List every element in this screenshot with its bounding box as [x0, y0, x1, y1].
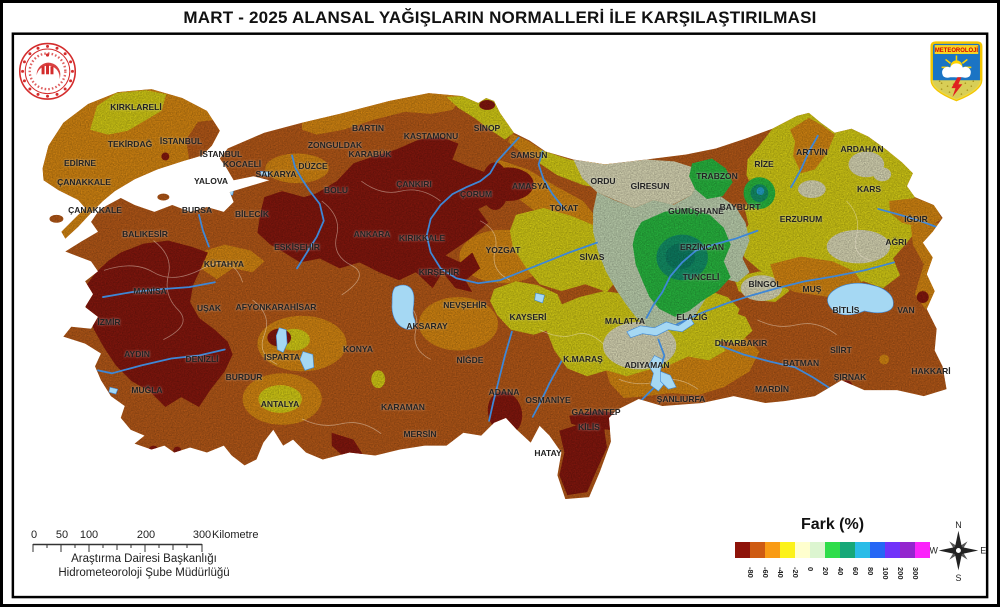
- legend-swatch: [735, 542, 750, 558]
- cloud-icon: [942, 63, 971, 78]
- legend-swatch: [750, 542, 765, 558]
- legend-swatch: [885, 542, 900, 558]
- scale-tick: 100: [79, 529, 99, 541]
- province-borders: [103, 180, 872, 435]
- legend-swatch: [915, 542, 930, 558]
- compass-rose: N E S W: [929, 520, 986, 583]
- met-banner: [934, 45, 979, 54]
- legend-swatch: [900, 542, 915, 558]
- legend-label: 300: [911, 567, 920, 580]
- compass-w: W: [929, 546, 938, 556]
- scale-bar: 0 50 100 200 300 Kilometre Araştırma Dai…: [29, 529, 289, 585]
- legend-swatch: [840, 542, 855, 558]
- compass-e: E: [980, 546, 986, 556]
- org-line-2: Hidrometeoroloji Şube Müdürlüğü: [58, 567, 230, 579]
- ministry-seal-logo: [19, 42, 77, 100]
- scale-bar-line: [32, 543, 203, 552]
- legend-swatches: [735, 542, 930, 558]
- legend-swatch: [855, 542, 870, 558]
- legend-title: Fark (%): [800, 516, 865, 533]
- legend-swatch: [765, 542, 780, 558]
- scale-tick: 200: [136, 529, 156, 541]
- legend-swatch: [795, 542, 810, 558]
- legend-swatch: [870, 542, 885, 558]
- legend-swatch: [810, 542, 825, 558]
- scale-unit: Kilometre: [212, 529, 259, 541]
- compass-n: N: [955, 520, 961, 530]
- met-banner-text: METEOROLOJİ: [935, 47, 979, 54]
- rain-dots: [938, 80, 975, 95]
- scale-tick: 0: [30, 529, 38, 541]
- scale-tick: 50: [55, 529, 69, 541]
- meteoroloji-logo: METEOROLOJİ: [930, 41, 983, 102]
- legend: Fark (%) -80 -60 -40 -20 0 20 40 60 80 100 200 300: [727, 514, 947, 600]
- turkey-map: METEOROLOJİ: [11, 32, 989, 599]
- seal-stars: [21, 44, 74, 98]
- legend-swatch: [825, 542, 840, 558]
- org-line-1: Araştırma Dairesi Başkanlığı: [71, 553, 217, 565]
- lightning-icon: [951, 77, 963, 98]
- legend-swatch: [780, 542, 795, 558]
- compass-s: S: [955, 573, 961, 583]
- page-title: MART - 2025 ALANSAL YAĞIŞLARIN NORMALLER…: [183, 8, 817, 27]
- scale-tick: 300: [192, 529, 212, 541]
- map-land: [42, 89, 947, 500]
